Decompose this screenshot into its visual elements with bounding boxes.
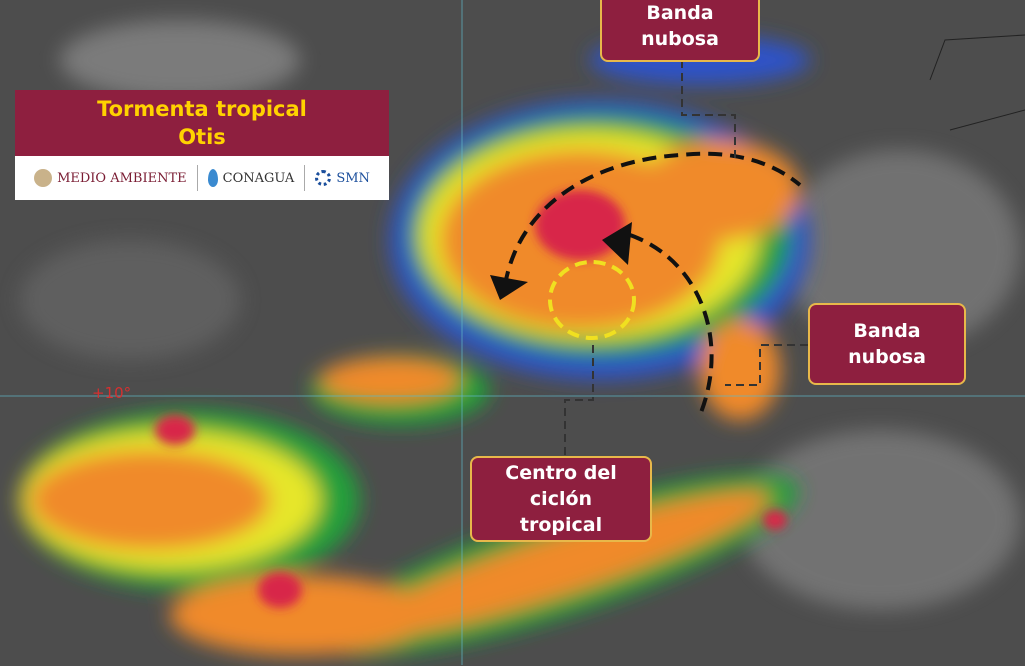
title-band: Tormenta tropical Otis <box>15 90 389 156</box>
label-centro-ciclon: Centro del ciclón tropical <box>470 456 652 542</box>
logo-band: MEDIO AMBIENTE CONAGUA SMN <box>15 156 389 200</box>
smn-icon <box>315 170 332 186</box>
rotation-band-lines <box>503 151 802 416</box>
title-line1: Tormenta tropical <box>97 97 307 121</box>
label-line: ciclón <box>529 488 593 510</box>
divider <box>196 165 198 191</box>
divider <box>304 165 306 191</box>
conagua-logo: CONAGUA <box>207 169 295 187</box>
smn-logo: SMN <box>315 170 370 186</box>
coastline <box>929 34 1025 131</box>
cyclone-center-marker <box>548 260 636 340</box>
label-line: Banda <box>646 2 714 24</box>
title-panel: Tormenta tropical Otis MEDIO AMBIENTE CO… <box>15 90 389 200</box>
arrow-icon <box>602 222 632 265</box>
medio-ambiente-text: MEDIO AMBIENTE <box>57 170 187 186</box>
arrow-icon <box>490 275 528 300</box>
medio-ambiente-logo: MEDIO AMBIENTE <box>34 169 187 187</box>
drop-icon <box>207 169 218 187</box>
label-banda-nubosa-top: Banda nubosa <box>600 0 760 62</box>
label-line: nubosa <box>641 28 719 50</box>
label-line: Centro del <box>505 462 617 484</box>
latitude-label: +10° <box>92 384 132 402</box>
seal-icon <box>34 169 53 187</box>
label-line: nubosa <box>848 346 926 368</box>
title-line2: Otis <box>178 125 226 149</box>
label-banda-nubosa-right: Banda nubosa <box>808 303 966 385</box>
label-line: tropical <box>519 514 603 536</box>
leader-lines <box>564 60 808 455</box>
smn-text: SMN <box>336 170 370 186</box>
label-line: Banda <box>853 320 921 342</box>
conagua-text: CONAGUA <box>222 170 295 186</box>
